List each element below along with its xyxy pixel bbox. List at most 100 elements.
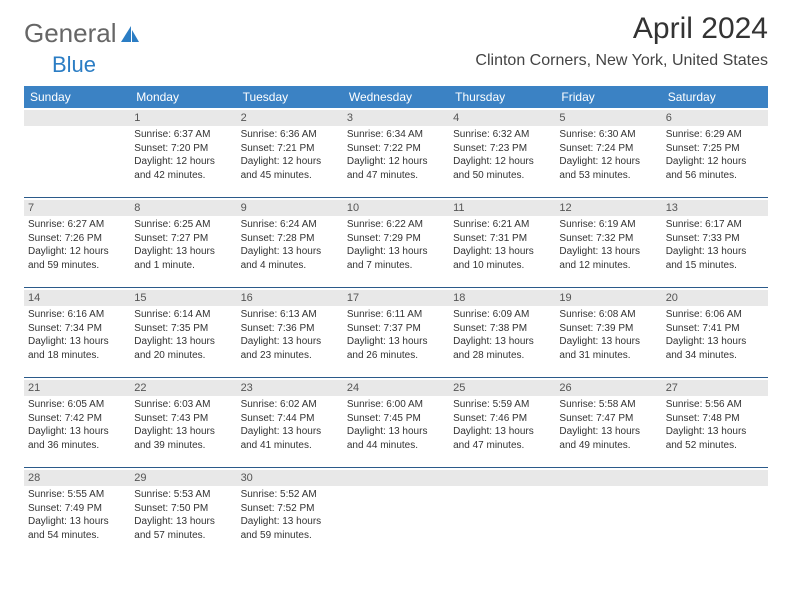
cell-text: Daylight: 13 hours bbox=[134, 335, 232, 349]
calendar-cell: 15Sunrise: 6:14 AMSunset: 7:35 PMDayligh… bbox=[130, 288, 236, 378]
month-title: April 2024 bbox=[475, 12, 768, 46]
cell-text: Sunset: 7:35 PM bbox=[134, 322, 232, 336]
cell-text: and 10 minutes. bbox=[453, 259, 551, 273]
cell-text: Daylight: 13 hours bbox=[28, 335, 126, 349]
cell-text: Sunrise: 5:58 AM bbox=[559, 398, 657, 412]
weekday-header: Friday bbox=[555, 86, 661, 108]
cell-text: Daylight: 13 hours bbox=[241, 245, 339, 259]
cell-text: Daylight: 13 hours bbox=[347, 245, 445, 259]
day-number: 4 bbox=[449, 110, 555, 126]
calendar-cell: 20Sunrise: 6:06 AMSunset: 7:41 PMDayligh… bbox=[662, 288, 768, 378]
cell-text: Sunrise: 6:25 AM bbox=[134, 218, 232, 232]
cell-text: Daylight: 12 hours bbox=[134, 155, 232, 169]
day-number: 9 bbox=[237, 200, 343, 216]
calendar-cell bbox=[662, 468, 768, 558]
calendar-cell bbox=[449, 468, 555, 558]
cell-text: and 49 minutes. bbox=[559, 439, 657, 453]
calendar-table: Sunday Monday Tuesday Wednesday Thursday… bbox=[24, 86, 768, 558]
cell-text: Sunset: 7:48 PM bbox=[666, 412, 764, 426]
cell-text: Sunrise: 6:32 AM bbox=[453, 128, 551, 142]
cell-text: and 47 minutes. bbox=[453, 439, 551, 453]
cell-text: and 42 minutes. bbox=[134, 169, 232, 183]
cell-text: Daylight: 13 hours bbox=[666, 425, 764, 439]
weekday-header: Tuesday bbox=[237, 86, 343, 108]
calendar-cell: 4Sunrise: 6:32 AMSunset: 7:23 PMDaylight… bbox=[449, 108, 555, 198]
cell-text: and 7 minutes. bbox=[347, 259, 445, 273]
day-number: 26 bbox=[555, 380, 661, 396]
cell-text: Sunset: 7:29 PM bbox=[347, 232, 445, 246]
cell-text: Sunrise: 6:29 AM bbox=[666, 128, 764, 142]
cell-text: Sunrise: 5:52 AM bbox=[241, 488, 339, 502]
cell-text: Sunset: 7:47 PM bbox=[559, 412, 657, 426]
cell-text: Daylight: 12 hours bbox=[347, 155, 445, 169]
calendar-row: 21Sunrise: 6:05 AMSunset: 7:42 PMDayligh… bbox=[24, 378, 768, 468]
cell-text: Sunrise: 5:53 AM bbox=[134, 488, 232, 502]
cell-text: Sunset: 7:42 PM bbox=[28, 412, 126, 426]
cell-text: Sunrise: 6:34 AM bbox=[347, 128, 445, 142]
weekday-header: Monday bbox=[130, 86, 236, 108]
cell-text: Sunrise: 6:22 AM bbox=[347, 218, 445, 232]
calendar-cell: 11Sunrise: 6:21 AMSunset: 7:31 PMDayligh… bbox=[449, 198, 555, 288]
cell-text: Sunset: 7:21 PM bbox=[241, 142, 339, 156]
cell-text: Sunrise: 6:17 AM bbox=[666, 218, 764, 232]
cell-text: Sunrise: 6:30 AM bbox=[559, 128, 657, 142]
calendar-cell: 24Sunrise: 6:00 AMSunset: 7:45 PMDayligh… bbox=[343, 378, 449, 468]
cell-text: and 31 minutes. bbox=[559, 349, 657, 363]
cell-text: and 52 minutes. bbox=[666, 439, 764, 453]
cell-text: Daylight: 12 hours bbox=[28, 245, 126, 259]
cell-text: Sunset: 7:24 PM bbox=[559, 142, 657, 156]
day-number bbox=[343, 470, 449, 486]
cell-text: Sunrise: 6:11 AM bbox=[347, 308, 445, 322]
day-number: 6 bbox=[662, 110, 768, 126]
day-number: 25 bbox=[449, 380, 555, 396]
day-number: 13 bbox=[662, 200, 768, 216]
calendar-cell: 23Sunrise: 6:02 AMSunset: 7:44 PMDayligh… bbox=[237, 378, 343, 468]
cell-text: Sunset: 7:49 PM bbox=[28, 502, 126, 516]
cell-text: Sunset: 7:50 PM bbox=[134, 502, 232, 516]
cell-text: Sunrise: 6:37 AM bbox=[134, 128, 232, 142]
calendar-cell: 28Sunrise: 5:55 AMSunset: 7:49 PMDayligh… bbox=[24, 468, 130, 558]
cell-text: Sunset: 7:43 PM bbox=[134, 412, 232, 426]
cell-text: Sunrise: 6:27 AM bbox=[28, 218, 126, 232]
cell-text: Sunset: 7:27 PM bbox=[134, 232, 232, 246]
cell-text: Sunrise: 6:19 AM bbox=[559, 218, 657, 232]
cell-text: Daylight: 13 hours bbox=[241, 335, 339, 349]
weekday-header: Sunday bbox=[24, 86, 130, 108]
cell-text: and 50 minutes. bbox=[453, 169, 551, 183]
day-number: 2 bbox=[237, 110, 343, 126]
cell-text: Sunrise: 6:09 AM bbox=[453, 308, 551, 322]
day-number: 22 bbox=[130, 380, 236, 396]
calendar-row: 1Sunrise: 6:37 AMSunset: 7:20 PMDaylight… bbox=[24, 108, 768, 198]
calendar-cell bbox=[343, 468, 449, 558]
cell-text: and 15 minutes. bbox=[666, 259, 764, 273]
cell-text: Sunset: 7:25 PM bbox=[666, 142, 764, 156]
weekday-header: Saturday bbox=[662, 86, 768, 108]
cell-text: Daylight: 13 hours bbox=[559, 335, 657, 349]
cell-text: Daylight: 13 hours bbox=[241, 425, 339, 439]
cell-text: Sunrise: 6:02 AM bbox=[241, 398, 339, 412]
cell-text: Daylight: 13 hours bbox=[241, 515, 339, 529]
cell-text: Daylight: 13 hours bbox=[666, 245, 764, 259]
cell-text: Sunrise: 6:13 AM bbox=[241, 308, 339, 322]
cell-text: Daylight: 13 hours bbox=[134, 245, 232, 259]
day-number: 23 bbox=[237, 380, 343, 396]
day-number: 7 bbox=[24, 200, 130, 216]
weekday-header-row: Sunday Monday Tuesday Wednesday Thursday… bbox=[24, 86, 768, 108]
cell-text: Sunrise: 6:36 AM bbox=[241, 128, 339, 142]
cell-text: Daylight: 12 hours bbox=[666, 155, 764, 169]
day-number: 5 bbox=[555, 110, 661, 126]
cell-text: Sunset: 7:26 PM bbox=[28, 232, 126, 246]
calendar-cell: 13Sunrise: 6:17 AMSunset: 7:33 PMDayligh… bbox=[662, 198, 768, 288]
day-number: 20 bbox=[662, 290, 768, 306]
cell-text: Sunset: 7:22 PM bbox=[347, 142, 445, 156]
cell-text: Sunrise: 6:21 AM bbox=[453, 218, 551, 232]
calendar-cell: 21Sunrise: 6:05 AMSunset: 7:42 PMDayligh… bbox=[24, 378, 130, 468]
calendar-cell: 2Sunrise: 6:36 AMSunset: 7:21 PMDaylight… bbox=[237, 108, 343, 198]
day-number: 11 bbox=[449, 200, 555, 216]
day-number: 17 bbox=[343, 290, 449, 306]
cell-text: Daylight: 13 hours bbox=[453, 335, 551, 349]
day-number: 16 bbox=[237, 290, 343, 306]
day-number: 28 bbox=[24, 470, 130, 486]
cell-text: Sunset: 7:36 PM bbox=[241, 322, 339, 336]
day-number: 3 bbox=[343, 110, 449, 126]
